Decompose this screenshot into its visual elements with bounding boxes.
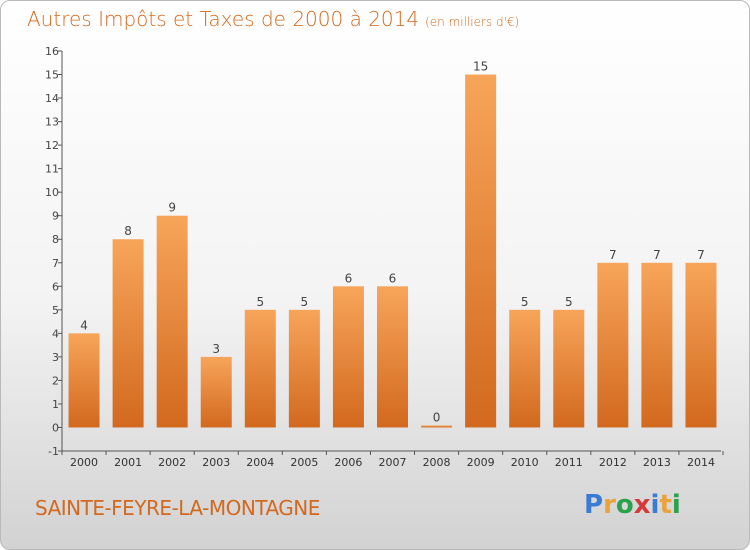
logo-letter: r	[603, 490, 616, 520]
chart-unit: (en milliers d'€)	[425, 15, 520, 29]
bar-2011	[553, 309, 585, 428]
y-tick-label: 3	[52, 351, 59, 364]
logo-letter: P	[584, 490, 604, 520]
y-tick-label: 1	[52, 398, 59, 411]
data-label-2000: 4	[80, 318, 88, 332]
x-tick-label-2012: 2012	[599, 456, 627, 469]
x-tick-label-2011: 2011	[555, 456, 583, 469]
y-tick-label: 15	[45, 69, 59, 82]
data-label-2001: 8	[124, 224, 132, 238]
chart-title-text: Autres Impôts et Taxes de 2000 à 2014	[27, 7, 420, 31]
bar-2002	[156, 215, 188, 428]
bar-2000	[68, 333, 100, 428]
bar-2010	[509, 309, 541, 428]
y-tick-label: 12	[45, 139, 59, 152]
data-label-2011: 5	[565, 295, 573, 309]
y-tick-label: 14	[45, 92, 59, 105]
y-tick-label: 9	[52, 210, 59, 223]
x-tick-label-2002: 2002	[158, 456, 186, 469]
data-label-2003: 3	[212, 342, 220, 356]
data-label-2007: 6	[389, 271, 397, 285]
y-tick-label: 11	[45, 163, 59, 176]
bar-2013	[641, 262, 673, 428]
x-tick-label-2008: 2008	[423, 456, 451, 469]
data-label-2013: 7	[653, 248, 661, 262]
x-tick-label-2007: 2007	[379, 456, 407, 469]
y-tick-label: -1	[48, 445, 59, 458]
data-label-2014: 7	[697, 248, 705, 262]
bar-2001	[112, 239, 144, 428]
x-tick-label-2010: 2010	[511, 456, 539, 469]
x-tick-label-2003: 2003	[202, 456, 230, 469]
x-tick-label-2000: 2000	[70, 456, 98, 469]
data-label-2012: 7	[609, 248, 617, 262]
bar-2012	[597, 262, 629, 428]
x-tick-label-2014: 2014	[687, 456, 715, 469]
data-label-2004: 5	[256, 295, 264, 309]
bar-2014	[685, 262, 717, 428]
chart-title: Autres Impôts et Taxes de 2000 à 2014 (en…	[27, 7, 519, 31]
x-tick-label-2004: 2004	[246, 456, 274, 469]
x-tick-label-2009: 2009	[467, 456, 495, 469]
logo-letter: i	[671, 490, 681, 520]
bar-2009	[465, 74, 497, 428]
bar-2003	[200, 356, 232, 428]
y-tick-label: 5	[52, 304, 59, 317]
y-tick-label: 0	[52, 421, 59, 434]
bar-2004	[244, 309, 276, 428]
bar-2006	[332, 286, 364, 428]
y-tick-label: 2	[52, 374, 59, 387]
bar-2007	[377, 286, 408, 428]
x-tick-label-2006: 2006	[334, 456, 362, 469]
y-tick-label: 8	[52, 233, 59, 246]
chart-labels: 2000 4 2001 8 2002 9 2003 3 2004 5 2005 5 2006 6 2007 6…	[70, 60, 715, 469]
data-label-2006: 6	[345, 271, 353, 285]
y-tick-label: 10	[45, 186, 59, 199]
logo-letter: i	[650, 490, 660, 520]
data-label-2008: 0	[433, 410, 441, 424]
bar-2008	[421, 425, 453, 428]
x-tick-label-2001: 2001	[114, 456, 142, 469]
data-label-2002: 9	[168, 201, 176, 215]
logo-letter: x	[633, 490, 651, 520]
y-tick-label: 6	[52, 280, 59, 293]
y-tick-label: 4	[52, 327, 59, 340]
proxiti-logo: Proxiti	[584, 490, 681, 520]
chart-bars	[68, 74, 717, 428]
data-label-2009: 15	[473, 60, 488, 74]
logo-letter: t	[659, 490, 672, 520]
data-label-2005: 5	[301, 295, 309, 309]
x-tick-label-2013: 2013	[643, 456, 671, 469]
logo-letter: o	[615, 490, 634, 520]
y-tick-label: 7	[52, 257, 59, 270]
commune-name: SAINTE-FEYRE-LA-MONTAGNE	[35, 496, 320, 520]
data-label-2010: 5	[521, 295, 529, 309]
x-tick-label-2005: 2005	[290, 456, 318, 469]
y-tick-label: 16	[45, 45, 59, 58]
bar-2005	[288, 309, 320, 428]
y-tick-label: 13	[45, 116, 59, 129]
